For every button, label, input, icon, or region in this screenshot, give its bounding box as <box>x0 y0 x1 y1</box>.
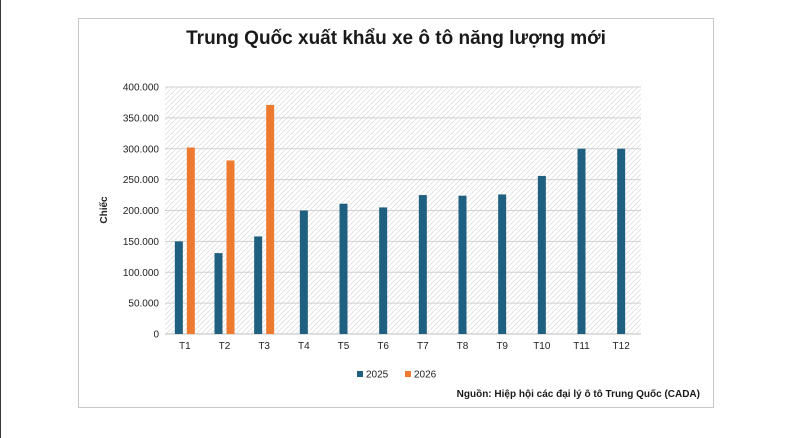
x-tick-label: T12 <box>613 341 631 352</box>
y-tick-label: 250.000 <box>123 175 160 186</box>
bar-2025-T11 <box>577 148 586 334</box>
bar-2025-T4 <box>299 210 308 334</box>
bar-2025-T1 <box>174 241 183 334</box>
legend-label-2025: 2025 <box>366 370 389 381</box>
x-tick-label: T3 <box>258 341 270 352</box>
x-tick-label: T6 <box>377 341 389 352</box>
x-tick-label: T5 <box>338 341 350 352</box>
bar-2026-T2 <box>226 160 235 334</box>
y-tick-label: 200.000 <box>123 206 160 217</box>
x-tick-label: T1 <box>179 341 191 352</box>
bar-2025-T9 <box>498 194 507 334</box>
bar-2026-T3 <box>266 104 275 334</box>
legend-swatch-2026 <box>405 371 411 377</box>
chart-title: Trung Quốc xuất khẩu xe ô tô năng lượng … <box>186 28 606 49</box>
x-tick-label: T10 <box>533 341 551 352</box>
x-tick-label: T11 <box>573 341 590 352</box>
left-edge-line <box>0 0 1 438</box>
y-axis-title: Chiếc <box>98 196 110 224</box>
bar-2025-T10 <box>537 175 546 334</box>
legend-swatch-2025 <box>357 371 363 377</box>
x-tick-label: T4 <box>298 341 310 352</box>
bar-2025-T3 <box>254 236 263 334</box>
x-tick-label: T8 <box>457 341 469 352</box>
bar-2025-T2 <box>214 253 223 334</box>
y-tick-label: 150.000 <box>123 237 160 248</box>
y-tick-label: 0 <box>153 330 159 341</box>
bar-2025-T6 <box>379 207 388 334</box>
y-tick-label: 400.000 <box>123 83 160 94</box>
bar-2025-T7 <box>418 195 427 334</box>
x-tick-label: T9 <box>496 341 508 352</box>
y-tick-label: 100.000 <box>123 268 160 279</box>
x-tick-label: T7 <box>417 341 429 352</box>
bar-2026-T1 <box>186 147 195 334</box>
bar-2025-T8 <box>458 195 467 334</box>
x-tick-label: T2 <box>219 341 231 352</box>
source-note: Nguồn: Hiệp hội các đại lý ô tô Trung Qu… <box>456 389 700 400</box>
legend-label-2026: 2026 <box>414 370 437 381</box>
y-tick-label: 350.000 <box>123 113 160 124</box>
bar-2025-T12 <box>617 148 626 334</box>
bar-2025-T5 <box>339 203 348 334</box>
y-tick-label: 50.000 <box>128 299 159 310</box>
y-tick-label: 300.000 <box>123 144 160 155</box>
